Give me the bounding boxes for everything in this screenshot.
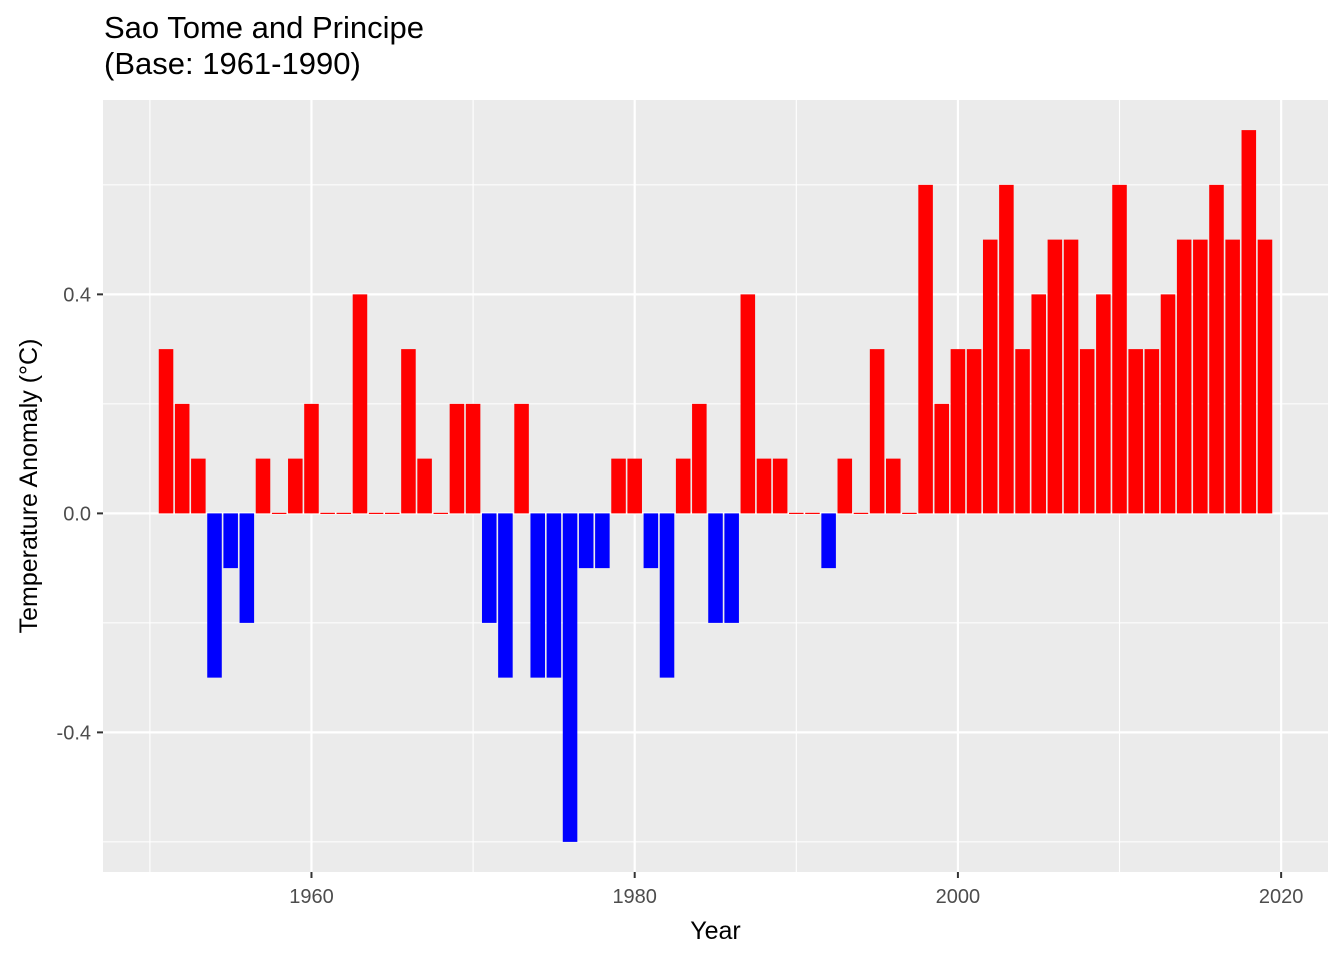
bar-1973 xyxy=(514,403,529,514)
bar-1999 xyxy=(934,403,950,514)
bar-1968 xyxy=(433,512,449,514)
bar-1989 xyxy=(772,458,788,514)
bar-1988 xyxy=(756,458,772,514)
bar-1956 xyxy=(239,513,255,623)
bar-2014 xyxy=(1176,239,1192,514)
chart-title-block: Sao Tome and Principe (Base: 1961-1990) xyxy=(104,10,424,82)
bar-2011 xyxy=(1128,349,1143,514)
bar-1993 xyxy=(837,458,853,514)
chart-title: Sao Tome and Principe xyxy=(104,10,424,45)
bar-1958 xyxy=(271,512,287,514)
bar-2005 xyxy=(1031,294,1046,514)
bar-1982 xyxy=(659,513,675,678)
bar-1994 xyxy=(853,512,869,514)
plot-panel xyxy=(103,100,1328,872)
bar-2000 xyxy=(950,349,966,514)
chart-subtitle: (Base: 1961-1990) xyxy=(104,46,361,81)
bar-2010 xyxy=(1112,184,1127,514)
bar-1979 xyxy=(611,458,626,514)
bar-2015 xyxy=(1193,239,1208,514)
bar-1974 xyxy=(530,513,546,678)
x-tick-label: 2000 xyxy=(936,886,981,908)
bar-2009 xyxy=(1096,294,1111,514)
bar-1963 xyxy=(352,294,368,514)
bar-1995 xyxy=(869,349,885,514)
bar-1987 xyxy=(740,294,756,514)
bar-1996 xyxy=(885,458,901,514)
bar-1992 xyxy=(821,513,836,569)
y-tick-label: 0.4 xyxy=(63,284,91,306)
bar-1957 xyxy=(255,458,271,514)
bar-series xyxy=(158,130,1273,842)
bar-2006 xyxy=(1047,239,1063,514)
bar-2002 xyxy=(982,239,998,514)
bar-1986 xyxy=(724,513,739,623)
bar-1981 xyxy=(643,513,659,569)
bar-1954 xyxy=(207,513,222,678)
bar-1971 xyxy=(481,513,497,623)
bar-1985 xyxy=(708,513,723,623)
bar-2012 xyxy=(1144,349,1160,514)
bar-1959 xyxy=(288,458,303,514)
bar-1972 xyxy=(498,513,513,678)
bar-1955 xyxy=(223,513,238,569)
bar-1975 xyxy=(546,513,562,678)
bar-2018 xyxy=(1241,130,1257,514)
bar-1990 xyxy=(789,512,804,514)
bar-2008 xyxy=(1079,349,1095,514)
bar-1983 xyxy=(675,458,691,514)
bar-1970 xyxy=(465,403,481,514)
bar-1984 xyxy=(692,403,707,514)
bar-1964 xyxy=(368,512,384,514)
x-axis: 1960 1980 2000 2020 xyxy=(289,872,1303,908)
bar-2019 xyxy=(1257,239,1273,514)
x-tick-label: 2020 xyxy=(1259,886,1304,908)
bar-2004 xyxy=(1015,349,1030,514)
bar-2017 xyxy=(1225,239,1240,514)
y-axis: -0.4 0.0 0.4 xyxy=(57,284,103,744)
bar-1962 xyxy=(336,512,352,514)
bar-1998 xyxy=(918,184,933,514)
bar-1951 xyxy=(158,349,174,514)
bar-1961 xyxy=(320,512,335,514)
bar-1980 xyxy=(627,458,642,514)
bar-2001 xyxy=(966,349,982,514)
bar-1967 xyxy=(417,458,432,514)
bar-1991 xyxy=(805,512,820,514)
bar-1953 xyxy=(191,458,206,514)
y-axis-title: Temperature Anomaly (°C) xyxy=(15,339,43,634)
bar-1952 xyxy=(174,403,190,514)
bar-1976 xyxy=(562,513,578,842)
bar-1965 xyxy=(385,512,400,514)
y-tick-label: 0.0 xyxy=(63,503,91,525)
x-axis-title: Year xyxy=(690,917,741,945)
x-tick-label: 1980 xyxy=(612,886,657,908)
bar-1977 xyxy=(578,513,594,569)
bar-1969 xyxy=(449,403,465,514)
y-tick-label: -0.4 xyxy=(57,722,91,744)
bar-2003 xyxy=(999,184,1014,514)
bar-1966 xyxy=(401,349,416,514)
bar-1978 xyxy=(595,513,610,569)
bar-1997 xyxy=(902,512,917,514)
x-tick-label: 1960 xyxy=(289,886,334,908)
bar-2007 xyxy=(1063,239,1079,514)
bar-2013 xyxy=(1160,294,1176,514)
bar-1960 xyxy=(304,403,319,514)
bar-2016 xyxy=(1209,184,1224,514)
